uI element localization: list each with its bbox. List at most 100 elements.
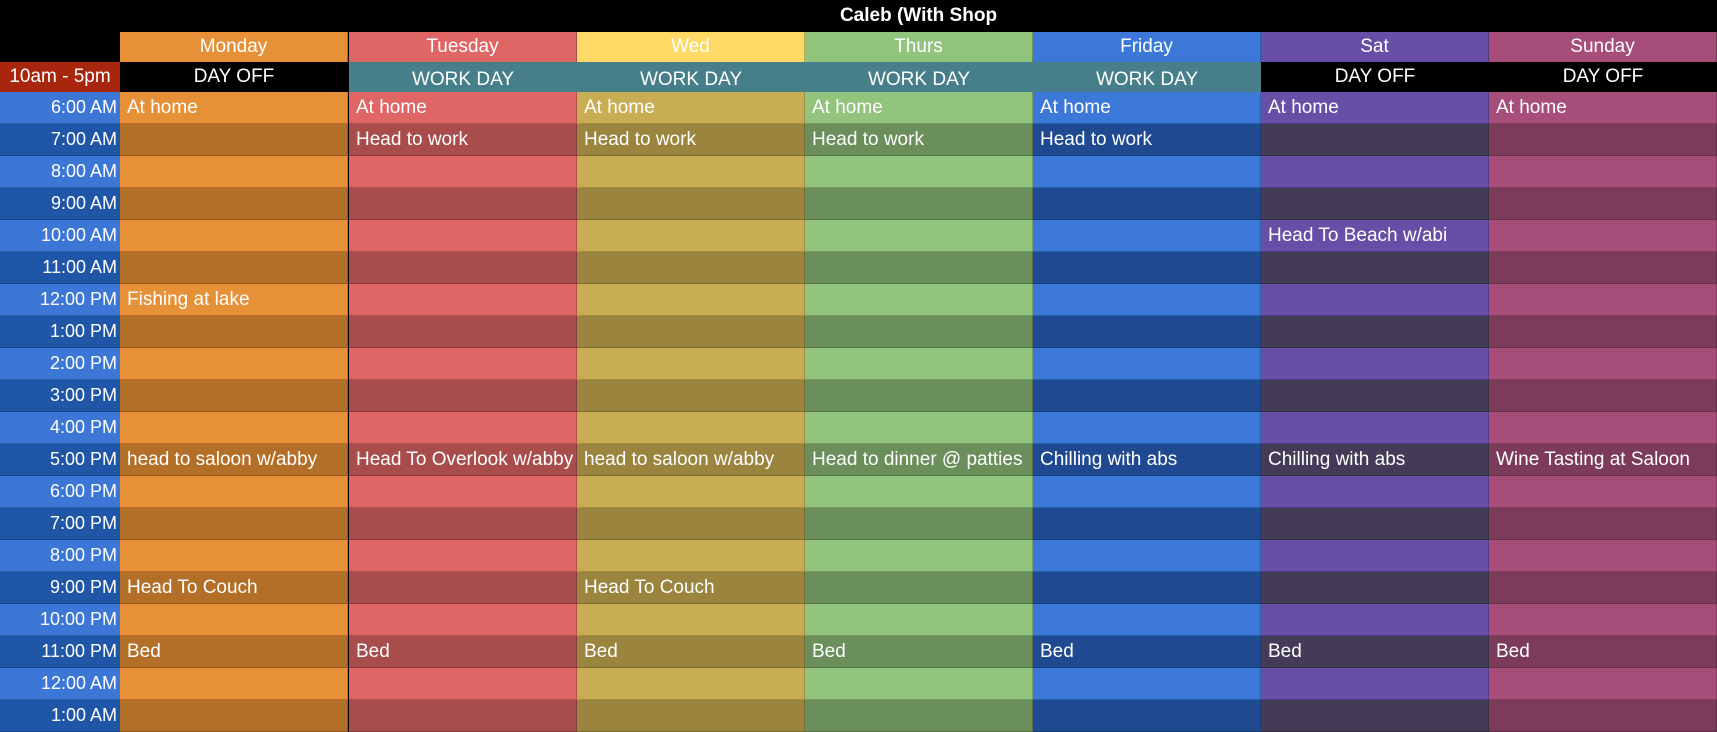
schedule-cell[interactable] (349, 508, 577, 540)
time-cell[interactable]: 6:00 PM (0, 476, 120, 508)
schedule-cell[interactable] (577, 380, 805, 412)
time-cell[interactable]: 9:00 AM (0, 188, 120, 220)
time-cell[interactable]: 12:00 AM (0, 668, 120, 700)
schedule-cell[interactable] (805, 252, 1033, 284)
schedule-cell[interactable]: Head to work (577, 124, 805, 156)
schedule-cell[interactable] (805, 348, 1033, 380)
schedule-cell[interactable] (1261, 348, 1489, 380)
schedule-cell[interactable] (120, 156, 348, 188)
day-status-monday[interactable]: DAY OFF (120, 62, 348, 92)
schedule-cell[interactable] (1489, 348, 1717, 380)
schedule-cell[interactable] (120, 316, 348, 348)
schedule-cell[interactable] (805, 700, 1033, 732)
time-cell[interactable]: 4:00 PM (0, 412, 120, 444)
day-header-sunday[interactable]: Sunday (1489, 32, 1717, 62)
shift-hours-cell[interactable]: 10am - 5pm (0, 62, 120, 92)
day-status-tuesday[interactable]: WORK DAY (349, 62, 577, 92)
schedule-cell[interactable]: At home (577, 92, 805, 124)
schedule-cell[interactable] (1033, 508, 1261, 540)
schedule-cell[interactable] (120, 380, 348, 412)
schedule-cell[interactable]: Fishing at lake (120, 284, 348, 316)
schedule-cell[interactable] (120, 540, 348, 572)
day-status-wed[interactable]: WORK DAY (577, 62, 805, 92)
schedule-cell[interactable] (577, 188, 805, 220)
schedule-cell[interactable] (1261, 668, 1489, 700)
schedule-cell[interactable] (805, 508, 1033, 540)
schedule-cell[interactable] (120, 412, 348, 444)
time-cell[interactable]: 12:00 PM (0, 284, 120, 316)
schedule-cell[interactable] (1489, 604, 1717, 636)
schedule-cell[interactable] (805, 284, 1033, 316)
schedule-cell[interactable] (349, 412, 577, 444)
corner-cell[interactable] (0, 32, 120, 62)
schedule-cell[interactable] (1033, 572, 1261, 604)
schedule-cell[interactable]: Chilling with abs (1261, 444, 1489, 476)
schedule-cell[interactable] (1489, 284, 1717, 316)
schedule-cell[interactable] (1033, 252, 1261, 284)
schedule-cell[interactable] (1489, 476, 1717, 508)
schedule-cell[interactable] (1489, 220, 1717, 252)
schedule-cell[interactable]: Bed (349, 636, 577, 668)
schedule-cell[interactable] (349, 476, 577, 508)
schedule-cell[interactable]: head to saloon w/abby (577, 444, 805, 476)
schedule-cell[interactable] (577, 156, 805, 188)
schedule-cell[interactable]: Bed (1489, 636, 1717, 668)
schedule-cell[interactable] (1033, 668, 1261, 700)
schedule-cell[interactable] (1261, 604, 1489, 636)
schedule-cell[interactable]: head to saloon w/abby (120, 444, 348, 476)
schedule-cell[interactable] (1261, 380, 1489, 412)
schedule-cell[interactable] (349, 668, 577, 700)
schedule-cell[interactable] (805, 316, 1033, 348)
schedule-cell[interactable] (1261, 700, 1489, 732)
schedule-cell[interactable] (349, 700, 577, 732)
day-header-tuesday[interactable]: Tuesday (349, 32, 577, 62)
schedule-cell[interactable] (1489, 156, 1717, 188)
time-cell[interactable]: 2:00 PM (0, 348, 120, 380)
time-cell[interactable]: 10:00 AM (0, 220, 120, 252)
schedule-cell[interactable] (1261, 540, 1489, 572)
schedule-cell[interactable] (349, 220, 577, 252)
schedule-cell[interactable] (577, 316, 805, 348)
schedule-cell[interactable] (120, 700, 348, 732)
day-header-friday[interactable]: Friday (1033, 32, 1261, 62)
schedule-cell[interactable] (120, 188, 348, 220)
schedule-cell[interactable] (1033, 700, 1261, 732)
schedule-cell[interactable] (349, 604, 577, 636)
schedule-cell[interactable] (805, 604, 1033, 636)
schedule-cell[interactable] (120, 252, 348, 284)
schedule-cell[interactable]: Bed (1033, 636, 1261, 668)
schedule-cell[interactable] (1261, 508, 1489, 540)
schedule-cell[interactable] (1489, 252, 1717, 284)
schedule-cell[interactable]: Head To Beach w/abi (1261, 220, 1489, 252)
time-cell[interactable]: 6:00 AM (0, 92, 120, 124)
schedule-cell[interactable] (1033, 284, 1261, 316)
day-header-sat[interactable]: Sat (1261, 32, 1489, 62)
schedule-cell[interactable] (1489, 700, 1717, 732)
schedule-cell[interactable] (120, 508, 348, 540)
schedule-cell[interactable] (120, 348, 348, 380)
schedule-cell[interactable] (805, 220, 1033, 252)
day-status-friday[interactable]: WORK DAY (1033, 62, 1261, 92)
schedule-cell[interactable] (120, 668, 348, 700)
day-header-wed[interactable]: Wed (577, 32, 805, 62)
schedule-cell[interactable] (1033, 220, 1261, 252)
schedule-cell[interactable] (1489, 124, 1717, 156)
schedule-cell[interactable] (577, 412, 805, 444)
schedule-cell[interactable] (349, 572, 577, 604)
time-cell[interactable]: 5:00 PM (0, 444, 120, 476)
day-header-monday[interactable]: Monday (120, 32, 348, 62)
time-cell[interactable]: 1:00 AM (0, 700, 120, 732)
schedule-cell[interactable] (577, 540, 805, 572)
time-cell[interactable]: 3:00 PM (0, 380, 120, 412)
schedule-cell[interactable] (805, 668, 1033, 700)
schedule-cell[interactable] (577, 700, 805, 732)
schedule-cell[interactable] (1261, 124, 1489, 156)
schedule-cell[interactable] (577, 348, 805, 380)
schedule-cell[interactable] (1033, 380, 1261, 412)
schedule-cell[interactable]: Bed (1261, 636, 1489, 668)
time-cell[interactable]: 1:00 PM (0, 316, 120, 348)
time-cell[interactable]: 8:00 AM (0, 156, 120, 188)
schedule-cell[interactable] (120, 604, 348, 636)
day-status-thurs[interactable]: WORK DAY (805, 62, 1033, 92)
schedule-cell[interactable]: Head to work (1033, 124, 1261, 156)
